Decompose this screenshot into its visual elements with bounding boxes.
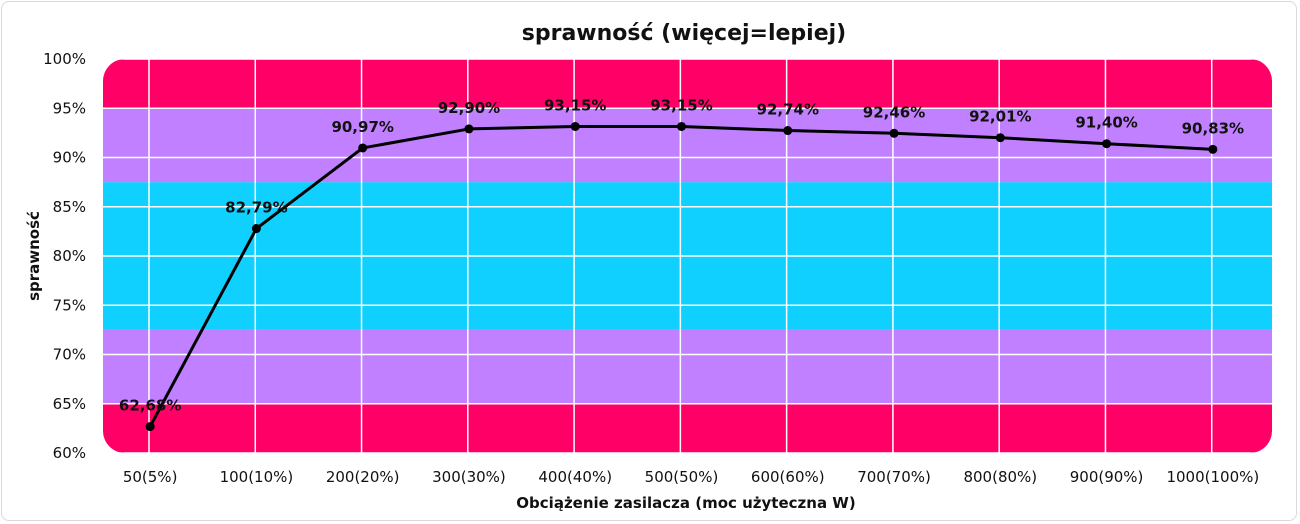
data-labels: 62,68% 82,79% 90,97% 92,90% 93,15% 93,15% 92,7… [119,96,1244,414]
x-tick-label: 600(60%) [751,468,825,486]
y-tick-label: 80% [53,247,86,265]
data-point [1208,144,1218,154]
data-label: 92,01% [969,108,1031,126]
data-label: 93,15% [650,96,712,114]
y-tick-label: 60% [53,444,86,462]
data-label: 92,74% [757,101,819,119]
data-points [145,121,1218,432]
data-point [889,128,899,138]
x-tick-label: 100(10%) [220,468,294,486]
x-tick-label: 400(40%) [538,468,612,486]
y-tick-label: 100% [43,50,86,68]
data-label: 93,15% [544,96,606,114]
x-axis-ticks: 50(5%) 100(10%) 200(20%) 300(30%) 400(40%) 50… [123,468,1259,486]
y-tick-label: 85% [53,198,86,216]
y-axis-ticks: 60% 65% 70% 75% 80% 85% 90% 95% 100% [43,50,86,462]
data-point [570,121,580,131]
x-tick-label: 700(70%) [857,468,931,486]
x-tick-label: 50(5%) [123,468,178,486]
x-axis-label: Obciążenie zasilacza (moc użyteczna W) [516,494,855,512]
data-point [145,422,155,432]
data-label: 91,40% [1075,114,1137,132]
band-4 [103,59,1272,109]
data-point [1102,139,1112,149]
y-tick-label: 75% [53,296,86,314]
x-tick-label: 800(80%) [963,468,1037,486]
y-tick-label: 95% [53,99,86,117]
data-point [358,143,368,153]
data-point [464,124,474,134]
y-tick-label: 70% [53,346,86,364]
data-point [783,126,793,136]
y-axis-label: sprawność [25,211,43,301]
x-tick-label: 1000(100%) [1166,468,1259,486]
band-3 [103,108,1272,183]
data-label: 92,46% [863,103,925,121]
x-tick-label: 200(20%) [326,468,400,486]
data-point [677,121,686,131]
y-tick-label: 65% [53,395,86,413]
y-tick-label: 90% [53,149,86,167]
x-tick-label: 500(50%) [645,468,719,486]
data-label: 92,90% [438,99,500,117]
data-point [995,133,1005,143]
band-0 [103,403,1272,453]
x-tick-label: 300(30%) [432,468,506,486]
band-1 [103,329,1272,404]
data-label: 62,68% [119,397,181,415]
chart-title: sprawność (więcej=lepiej) [522,21,846,46]
data-point [251,224,261,234]
data-label: 90,83% [1182,119,1244,137]
data-label: 82,79% [225,199,287,217]
data-label: 90,97% [331,118,393,136]
x-tick-label: 900(90%) [1070,468,1144,486]
